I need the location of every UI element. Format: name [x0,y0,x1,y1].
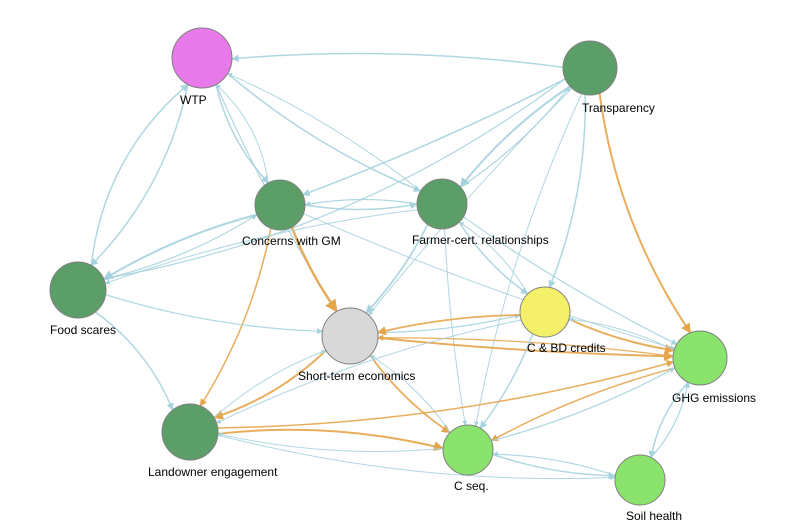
node-landowner [162,404,218,460]
node-concerns_gm [255,180,305,230]
edge-landowner-to-cseq [218,430,443,449]
edge-transparency-to-concerns_gm [303,79,565,195]
node-cseq [443,425,493,475]
edge-farmer_cert-to-transparency [460,86,570,187]
edge-transparency-to-ghg [600,93,691,333]
node-transparency [563,41,617,95]
node-label-ghg: GHG emissions [672,391,756,405]
edge-wtp-to-food_scares [91,84,188,265]
edge-food_scares-to-short_econ [106,295,323,332]
node-food_scares [50,262,106,318]
edge-cseq-to-short_econ [370,355,450,432]
edge-cseq-to-landowner [218,434,443,452]
edge-landowner-to-ghg [218,362,674,428]
edge-ghg-to-cseq [491,368,675,441]
node-short_econ [322,308,378,364]
edge-short_econ-to-cseq [370,355,450,432]
edge-transparency-to-cseq [476,94,582,426]
edge-cseq-to-soil [493,454,616,475]
node-label-landowner: Landowner engagement [148,465,278,479]
edge-wtp-to-farmer_cert [228,74,421,191]
network-diagram: WTP Transparency Concerns with GM Farmer-ce… [0,0,800,530]
edge-soil-to-cseq [493,454,616,475]
node-label-farmer_cert: Farmer-cert. relationships [412,233,549,247]
node-ghg [673,331,727,385]
node-label-short_econ: Short-term economics [298,369,415,383]
edge-farmer_cert-to-wtp [228,74,421,191]
node-label-soil: Soil health [626,509,682,523]
edge-short_econ-to-landowner [214,350,326,417]
edge-transparency-to-cbd_credits [550,95,586,288]
node-soil [615,455,665,505]
edge-cseq-to-ghg [491,368,675,441]
edge-food_scares-to-wtp [91,84,188,265]
node-cbd_credits [520,287,570,337]
node-wtp [172,28,232,88]
node-label-wtp: WTP [180,93,207,107]
edge-transparency-to-food_scares [104,79,566,279]
node-label-concerns_gm: Concerns with GM [242,234,341,248]
edge-concerns_gm-to-farmer_cert [305,204,417,209]
node-label-transparency: Transparency [582,101,655,115]
node-label-cbd_credits: C & BD credits [527,341,606,355]
node-label-food_scares: Food scares [50,323,116,337]
edge-landowner-to-short_econ [214,350,326,417]
edge-transparency-to-wtp [232,54,563,68]
nodes-layer [50,28,727,505]
node-label-cseq: C seq. [454,479,489,493]
node-farmer_cert [417,179,467,229]
edge-transparency-to-farmer_cert [460,86,570,187]
